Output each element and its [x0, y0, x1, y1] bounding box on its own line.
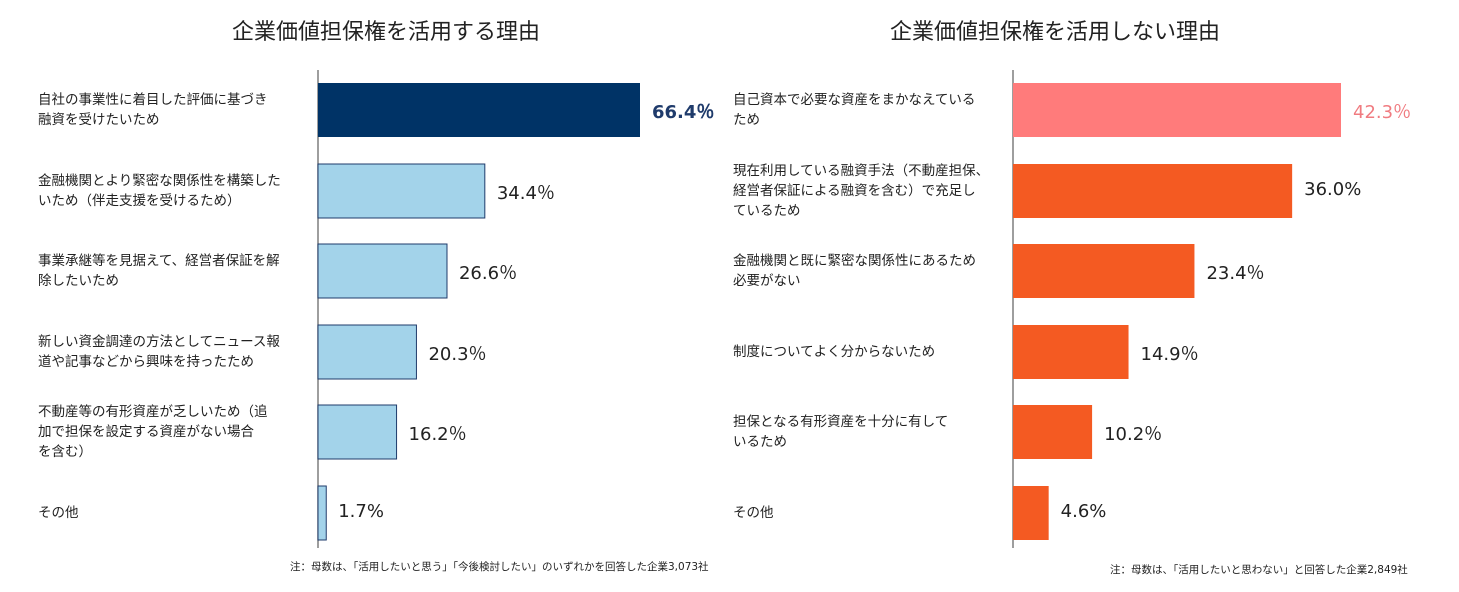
right-chart-title: 企業価値担保権を活用しない理由 [890, 20, 1221, 45]
right-category-label-3: 金融機関と既に緊密な関係性にあるため 必要がない [733, 251, 1008, 291]
left-category-label-1: 自社の事業性に着目した評価に基づき 融資を受けたいため [38, 90, 313, 130]
left-category-label-line: 新しい資金調達の方法としてニュース報 [38, 334, 280, 350]
right-value-label-1: 42.3％ [1353, 102, 1412, 123]
left-category-label-line: を含む） [38, 444, 92, 460]
right-category-label-line: 自己資本で必要な資産をまかなえている [733, 92, 976, 108]
right-value-label-3: 23.4％ [1206, 263, 1265, 284]
left-bar-5 [317, 404, 398, 460]
left-value-label-5: 16.2％ [408, 424, 467, 445]
right-category-label-6: その他 [733, 503, 1008, 523]
left-bar-3 [317, 243, 448, 299]
left-category-label-5: 不動産等の有形資産が乏しいため（追 加で担保を設定する資産がない場合 を含む） [38, 402, 313, 462]
right-category-label-1: 自己資本で必要な資産をまかなえている ため [733, 90, 1008, 130]
left-category-label-3: 事業承継等を見据えて、経営者保証を解 除したいため [38, 251, 313, 291]
left-category-label-line: 融資を受けたいため [38, 112, 160, 128]
right-bar-6 [1013, 486, 1049, 540]
left-bar-4 [317, 324, 417, 380]
left-category-label-6: その他 [38, 503, 313, 523]
right-bar-2 [1013, 164, 1293, 218]
right-category-label-line: 必要がない [733, 273, 801, 289]
right-category-label-line: その他 [733, 505, 774, 521]
left-category-label-line: その他 [38, 505, 79, 521]
left-category-label-line: 不動産等の有形資産が乏しいため（追 [38, 404, 268, 420]
left-category-label-4: 新しい資金調達の方法としてニュース報 道や記事などから興味を持ったため [38, 332, 313, 372]
right-category-label-line: ているため [733, 203, 801, 219]
left-category-label-line: いため（伴走支援を受けるため） [38, 193, 241, 209]
right-category-label-line: 現在利用している融資手法（不動産担保、 [733, 163, 990, 179]
left-chart-note: 注：母数は、「活用したいと思う」「今後検討したい」のいずれかを回答した企業3,0… [290, 561, 709, 573]
left-category-label-line: 自社の事業性に着目した評価に基づき [38, 92, 268, 108]
left-bar-6 [317, 485, 327, 541]
left-category-label-line: 除したいため [38, 273, 119, 289]
left-value-label-6: 1.7% [338, 501, 384, 522]
right-bar-5 [1013, 405, 1093, 459]
left-category-label-line: 事業承継等を見据えて、経営者保証を解 [38, 253, 280, 269]
left-value-label-4: 20.3％ [428, 344, 487, 365]
left-value-label-2: 34.4％ [496, 183, 555, 204]
right-category-label-5: 担保となる有形資産を十分に有して いるため [733, 412, 1008, 452]
left-value-label-1: 66.4％ [652, 102, 715, 123]
right-category-label-line: 担保となる有形資産を十分に有して [733, 414, 949, 430]
right-category-label-line: ため [733, 112, 760, 128]
left-bar-2 [317, 163, 486, 219]
right-chart-note: 注：母数は、「活用したいと思わない」と回答した企業2,849社 [1110, 564, 1408, 576]
left-category-label-line: 加で担保を設定する資産がない場合 [38, 424, 254, 440]
left-chart-title: 企業価値担保権を活用する理由 [232, 20, 541, 45]
right-category-label-4: 制度についてよく分からないため [733, 342, 1008, 362]
right-category-label-line: 金融機関と既に緊密な関係性にあるため [733, 253, 976, 269]
right-value-label-4: 14.9％ [1140, 344, 1199, 365]
right-value-label-5: 10.2％ [1104, 424, 1163, 445]
right-bar-1 [1013, 83, 1341, 137]
left-category-label-2: 金融機関とより緊密な関係性を構築した いため（伴走支援を受けるため） [38, 171, 313, 211]
right-value-label-6: 4.6% [1060, 501, 1107, 522]
left-category-label-line: 金融機関とより緊密な関係性を構築した [38, 173, 281, 189]
right-category-label-line: 経営者保証による融資を含む）で充足し [733, 183, 976, 199]
left-category-label-line: 道や記事などから興味を持ったため [38, 354, 254, 370]
left-value-label-3: 26.6％ [458, 263, 518, 284]
right-category-label-2: 現在利用している融資手法（不動産担保、 経営者保証による融資を含む）で充足し ている… [733, 161, 1008, 221]
right-bar-4 [1013, 325, 1129, 379]
right-category-label-line: いるため [733, 434, 787, 450]
right-category-label-line: 制度についてよく分からないため [733, 344, 936, 360]
right-value-label-2: 36.0% [1304, 179, 1362, 200]
right-bar-3 [1013, 244, 1195, 298]
left-bar-1 [318, 83, 640, 137]
